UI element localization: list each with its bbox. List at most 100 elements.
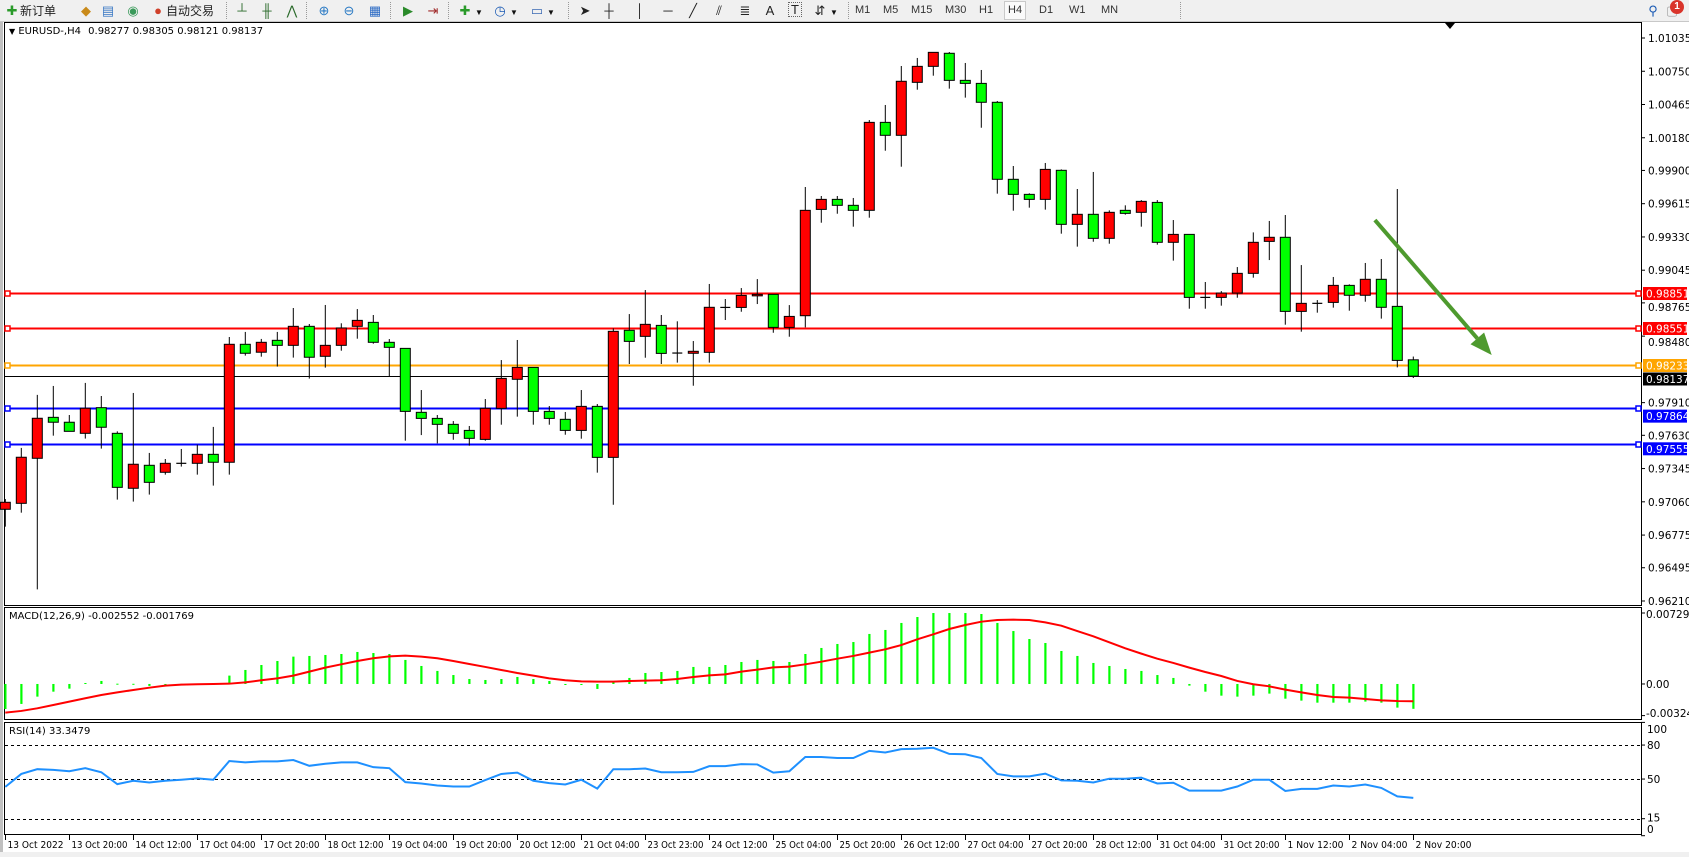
zoom-in-button[interactable]: ⊕: [316, 2, 332, 19]
trendline-tool[interactable]: ╱: [685, 2, 701, 19]
candle-body: [783, 315, 795, 328]
navigator-button[interactable]: ▤: [100, 2, 116, 19]
periods-button[interactable]: ◷ ▼: [492, 2, 518, 19]
price-axis-label: 0.98765: [1648, 302, 1689, 314]
timeframe-m30[interactable]: M30: [945, 4, 967, 16]
time-axis-label: 25 Oct 20:00: [840, 840, 896, 851]
candle-body: [767, 293, 779, 328]
candle: [0, 499, 11, 527]
candlestick-icon: ╫: [262, 3, 272, 18]
candle-body: [527, 366, 539, 412]
fibonacci-tool[interactable]: ≣: [737, 2, 753, 19]
candle: [47, 385, 59, 436]
level-anchor-handle[interactable]: [4, 325, 11, 332]
rsi-axis-label: 100: [1647, 724, 1667, 736]
line-chart-button[interactable]: ⋀: [284, 2, 300, 19]
cursor-tool[interactable]: ➤: [577, 2, 593, 19]
auto-scroll-button[interactable]: ▶: [400, 2, 416, 19]
metaeditor-button[interactable]: ◆: [78, 2, 94, 19]
new-order-button[interactable]: ✚ 新订单: [4, 2, 56, 19]
candle-body: [623, 329, 635, 342]
tile-windows-button[interactable]: ▦: [367, 2, 383, 19]
level-anchor-handle[interactable]: [1635, 405, 1642, 412]
timeframe-mn[interactable]: MN: [1101, 4, 1119, 16]
macd-axis-label: 0.00: [1646, 679, 1669, 691]
candle-body: [47, 416, 59, 423]
macd-histogram-bar: [420, 665, 423, 684]
timeframe-w1[interactable]: W1: [1069, 4, 1086, 16]
candle: [959, 62, 971, 98]
candle: [1200, 281, 1211, 309]
candle-body: [239, 343, 251, 354]
text-tool[interactable]: A: [762, 2, 778, 19]
macd-histogram-bar: [884, 629, 887, 684]
candle: [1039, 162, 1051, 210]
level-anchor-handle[interactable]: [1635, 290, 1642, 297]
trend-arrow-head-icon[interactable]: [1470, 332, 1492, 356]
candle: [703, 283, 715, 363]
vertical-line-tool[interactable]: │: [632, 2, 648, 19]
candle: [431, 415, 443, 444]
candle: [383, 339, 395, 377]
candle: [351, 309, 363, 339]
candle-body: [655, 324, 667, 354]
trend-arrow-line[interactable]: [1373, 218, 1479, 340]
candle: [399, 347, 411, 441]
text-label-tool[interactable]: T: [788, 2, 802, 19]
toolbar-separator: [390, 2, 392, 19]
macd-histogram-bar: [148, 683, 151, 686]
macd-histogram-bar: [740, 661, 743, 684]
macd-histogram-bar: [996, 622, 999, 684]
time-axis-label: 17 Oct 20:00: [264, 840, 320, 851]
candle-body: [1103, 211, 1115, 239]
toolbar-separator: [1180, 2, 1182, 19]
chart-shift-button[interactable]: ⇥: [425, 2, 441, 19]
macd-histogram-bar: [308, 655, 311, 684]
templates-button[interactable]: ▭ ▼: [529, 2, 555, 19]
timeframe-m15[interactable]: M15: [911, 4, 933, 16]
timeframe-h1[interactable]: H1: [979, 4, 994, 16]
candle: [623, 314, 635, 365]
horizontal-line-tool[interactable]: ─: [660, 2, 676, 19]
time-axis-label: 28 Oct 12:00: [1096, 840, 1152, 851]
toolbar-separator: [448, 2, 450, 19]
timeframe-m5[interactable]: M5: [883, 4, 899, 16]
macd-histogram-bar: [548, 680, 551, 684]
timeframe-d1[interactable]: D1: [1039, 4, 1054, 16]
candle-body: [335, 327, 347, 346]
bar-chart-icon: ┴: [237, 3, 247, 18]
zoom-out-button[interactable]: ⊖: [341, 2, 357, 19]
auto-trading-button[interactable]: ● 自动交易: [150, 2, 214, 19]
candle: [975, 69, 987, 128]
search-button[interactable]: ⚲: [1645, 2, 1661, 19]
rsi-axis-label: 80: [1647, 740, 1660, 752]
macd-histogram-bar: [4, 683, 7, 709]
candle: [672, 321, 683, 363]
level-anchor-handle[interactable]: [4, 405, 11, 412]
candle-body: [991, 101, 1003, 180]
timeframe-m1[interactable]: M1: [855, 4, 871, 16]
toolbar-separator: [306, 2, 308, 19]
level-anchor-handle[interactable]: [4, 362, 11, 369]
timeframe-h4[interactable]: H4: [1004, 1, 1027, 20]
level-anchor-handle[interactable]: [1635, 441, 1642, 448]
arrows-tool[interactable]: ⇵ ▼: [812, 2, 838, 19]
chart-menu-triangle-icon[interactable]: ▼: [9, 27, 16, 36]
indicators-button[interactable]: ✚ ▼: [457, 2, 483, 19]
level-anchor-handle[interactable]: [4, 441, 11, 448]
equidistant-channel-tool[interactable]: ⫽: [711, 2, 727, 19]
time-axis-label: 31 Oct 20:00: [1224, 840, 1280, 851]
signals-button[interactable]: ◉: [125, 2, 141, 19]
price-axis-label: 1.01035: [1648, 33, 1689, 45]
macd-histogram-bar: [228, 675, 231, 684]
crosshair-tool[interactable]: ┼: [601, 2, 617, 19]
candle: [847, 197, 859, 227]
bar-chart-button[interactable]: ┴: [234, 2, 250, 19]
chart-shift-marker[interactable]: [1445, 23, 1455, 29]
level-anchor-handle[interactable]: [4, 290, 11, 297]
level-anchor-handle[interactable]: [1635, 325, 1642, 332]
level-anchor-handle[interactable]: [1635, 362, 1642, 369]
zoom-out-icon: ⊖: [343, 3, 355, 18]
candlestick-chart-button[interactable]: ╫: [259, 2, 275, 19]
